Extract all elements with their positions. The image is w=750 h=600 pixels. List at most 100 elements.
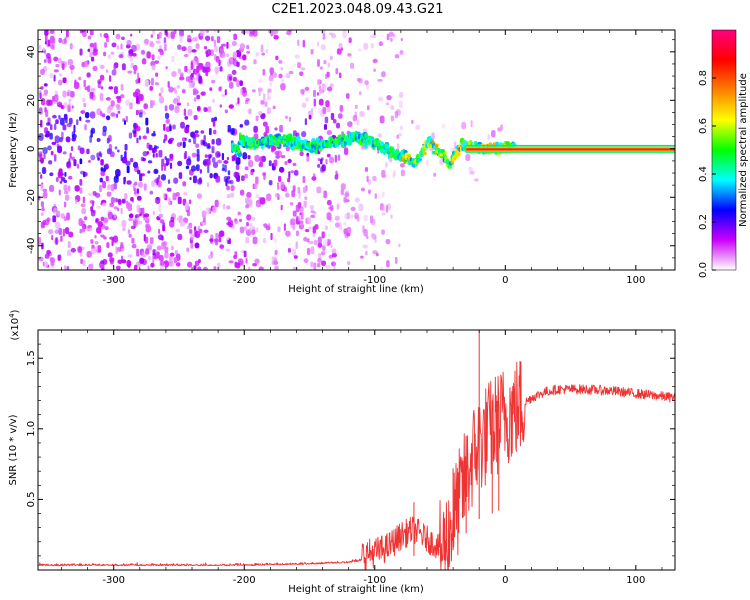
spectrogram-cell [310,210,315,214]
spectrogram-cell [280,67,284,71]
spectrogram-cell [294,54,301,59]
spectrogram-cell [245,236,250,244]
colorbar-tick-label: 0.4 [698,166,709,182]
spectrogram-cell [230,185,235,192]
spectrogram-cell [270,232,273,241]
spectrogram-cell [306,238,310,243]
spectrogram-cell [281,78,285,83]
spectrogram-cell [400,37,404,42]
spectrogram-cell [324,116,329,124]
spectrogram-cell [320,158,323,165]
spectrogram-cell [158,31,162,39]
spectrogram-cell [95,218,99,223]
spectrogram-cell [177,44,182,50]
spectrogram-cell [392,33,396,38]
page-title: C2E1.2023.048.09.43.G21 [271,2,444,17]
spectrogram-cell [50,150,54,156]
spectrogram-cell [385,102,390,106]
spectrogram-cell [53,69,59,73]
spectrogram-cell [40,86,44,90]
spectrogram-cell [153,130,156,135]
colorbar-gradient [711,29,737,271]
spectrogram-cell [258,90,261,97]
spectrogram-cell [274,249,278,255]
spectrogram-cell [149,100,154,108]
spectrogram-cell [83,102,87,108]
spectrogram-cell [111,184,115,192]
spectrogram-cell [362,244,368,249]
spectrogram-cell [255,202,260,207]
spectrogram-cell [286,30,292,36]
spectrogram-cell [330,112,335,120]
spectrogram-cell [151,64,156,71]
spectrogram-cell [161,241,166,250]
spectrogram-cell [235,164,240,171]
spectrogram-cell [130,62,134,69]
spectrogram-cell [44,107,47,113]
spectrogram-cell [58,73,63,77]
spectrogram-cell [215,232,219,238]
spectrogram-cell [175,262,181,267]
spectrogram-cell [174,249,178,255]
spectrogram-cell [86,148,90,155]
spectrogram-cell [244,30,250,34]
spectrogram-cell [194,97,197,102]
spectrogram-cell [325,100,330,108]
spectrogram-cell [292,185,296,192]
spectrogram-cell [64,194,70,201]
spectrogram-cell [136,96,139,104]
spectrogram-cell [381,212,386,216]
spectrogram-cell [198,63,204,69]
spectrogram-cell [179,35,183,43]
spectrogram-cell [381,169,386,178]
spectrogram-cell [366,84,369,90]
spectrogram-cell [142,135,148,140]
spectrogram-cell [138,93,144,101]
ridge-cell [342,133,346,138]
spectrogram-cell [237,97,240,104]
spectrogram-cell [151,54,155,61]
colorbar-label: Normalized spectral amplitude [738,73,749,227]
spectrogram-x-ticks: -300 -200 -100 0 100 [61,30,663,286]
spectrogram-cell [274,192,280,198]
spectrogram-cell [79,187,83,194]
spectrogram-cell [67,249,72,257]
spectrogram-cell [339,72,342,79]
spectrogram-cell [79,251,83,257]
spectrogram-cell [200,130,205,134]
spectrogram-cell [68,175,73,180]
spectrogram-cell [340,188,345,196]
spectrogram-cell [175,192,180,197]
spectrogram-cell [372,175,377,182]
spectrogram-cell [224,164,227,173]
spectrogram-cell [319,87,324,95]
spectrogram-cell [198,75,202,84]
snr-frame [37,329,676,571]
spectrogram-cell [114,86,118,95]
spectrogram-cell [363,214,368,222]
spectrogram-cell [103,51,107,57]
spectrogram-cell [57,211,61,217]
spectrogram-cell [153,168,159,175]
spectrogram-cell [71,131,76,138]
spectrogram-cell [50,259,55,266]
ridge-stripe [466,144,675,147]
spectrogram-cell [54,94,59,102]
spectrogram-cell [52,215,57,223]
spectrogram-cell [107,211,113,220]
spectrogram-cell [148,144,153,151]
spectrogram-cell [100,153,103,158]
spectrogram-cell [169,162,173,169]
spectrogram-cell [305,97,309,102]
spectrogram-cell [158,174,161,180]
spectrogram-cell [247,155,251,160]
spectrogram-cell [55,63,60,68]
spectrogram-cell [179,30,184,37]
spectrogram-cell [295,241,298,250]
spectrogram-cell [217,262,221,270]
spectrogram-cell [310,49,314,55]
spectrogram-cell [194,260,200,267]
spectrogram-cell [62,124,67,131]
spectrogram-cell [124,192,128,200]
spectrogram-cell [186,102,190,107]
